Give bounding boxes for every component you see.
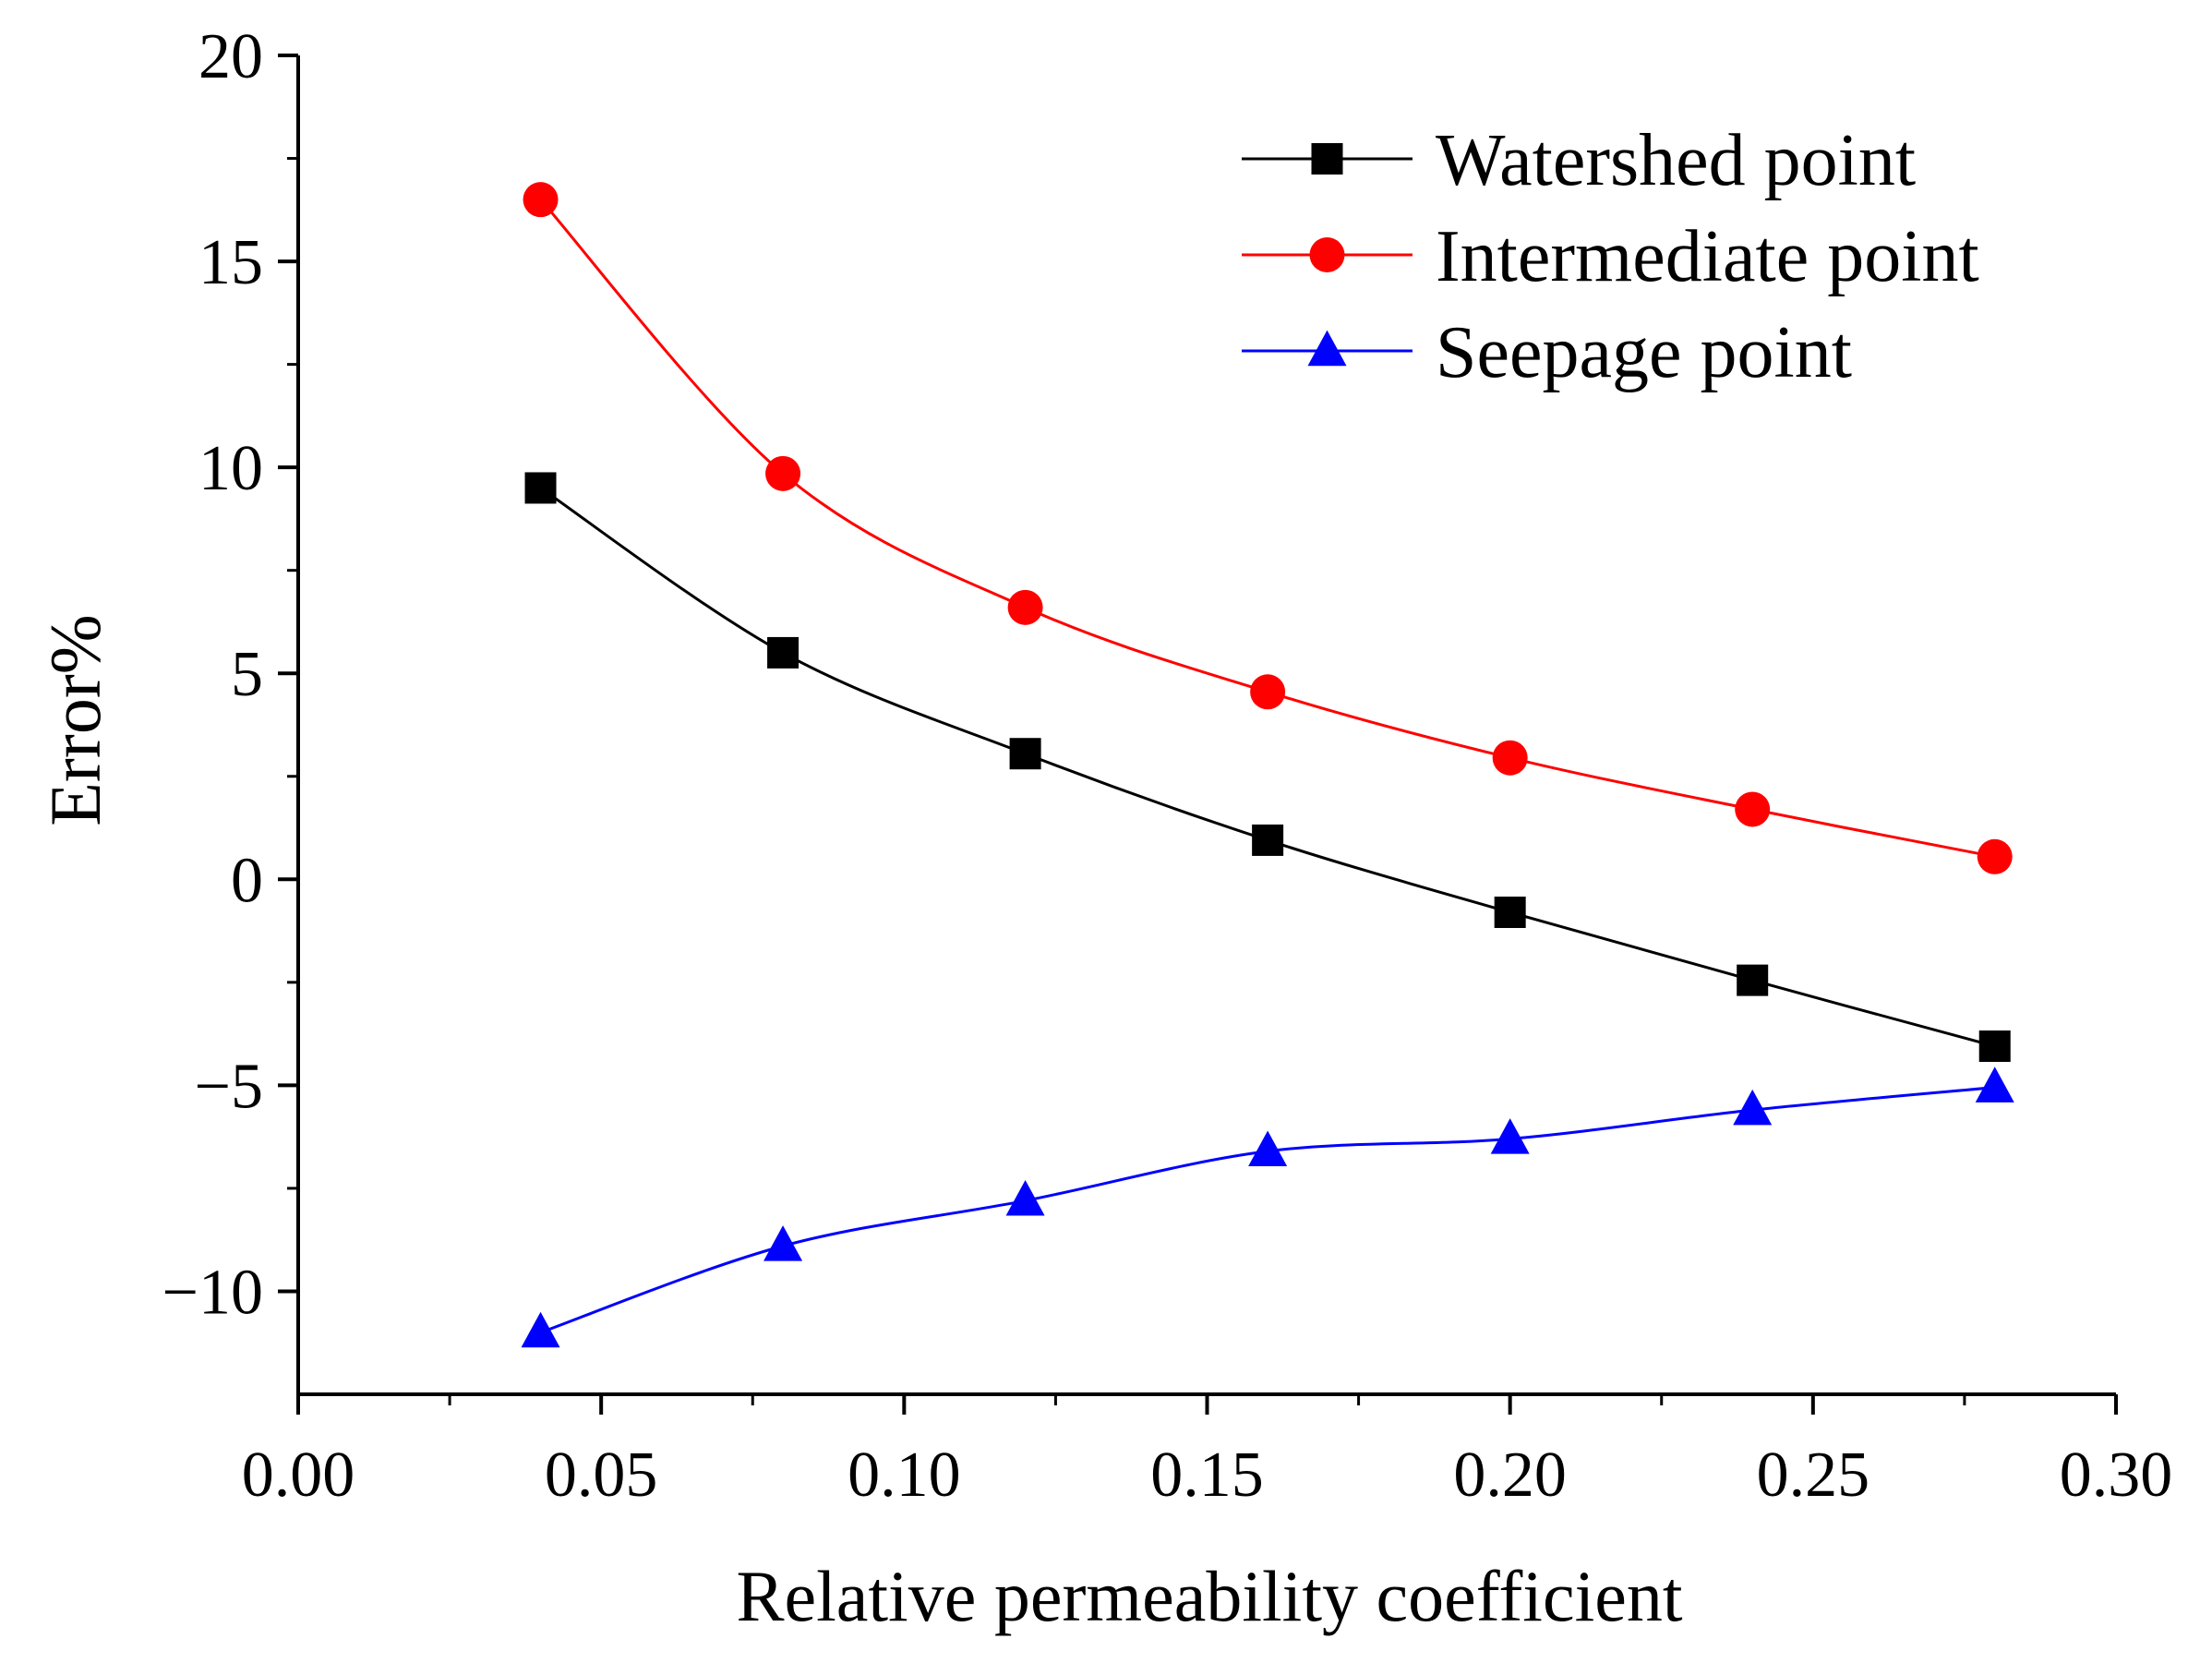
legend-entry: Intermediate point xyxy=(1242,216,1979,297)
data-point xyxy=(1252,824,1284,856)
legend-label: Seepage point xyxy=(1436,312,1852,393)
series-intermediate-point xyxy=(523,182,2013,874)
y-tick-label: −10 xyxy=(162,1257,263,1328)
data-point xyxy=(1490,1118,1530,1154)
data-point xyxy=(1978,1030,2011,1062)
y-tick-label: 15 xyxy=(198,227,263,298)
legend-label: Intermediate point xyxy=(1436,216,1979,297)
data-point xyxy=(521,1311,560,1348)
x-tick-label: 0.00 xyxy=(242,1440,355,1511)
y-tick-label: 20 xyxy=(198,21,263,92)
data-point xyxy=(1492,740,1528,776)
data-point xyxy=(1737,964,1769,996)
data-point xyxy=(1005,1179,1045,1216)
data-point xyxy=(1735,791,1771,827)
data-point xyxy=(1494,897,1526,928)
x-tick-label: 0.15 xyxy=(1150,1440,1264,1511)
data-point xyxy=(1733,1089,1773,1126)
x-tick-label: 0.20 xyxy=(1453,1440,1567,1511)
x-tick-label: 0.30 xyxy=(2060,1440,2173,1511)
data-point xyxy=(1977,838,2013,874)
legend-marker xyxy=(1311,143,1343,175)
legend-marker xyxy=(1307,330,1347,367)
y-tick-label: 10 xyxy=(198,433,263,504)
legend-entry: Seepage point xyxy=(1242,312,1852,393)
series-watershed-point xyxy=(524,472,2011,1062)
x-tick-label: 0.10 xyxy=(848,1440,961,1511)
series-line xyxy=(539,487,1996,1048)
legend-label: Watershed point xyxy=(1436,120,1916,201)
x-tick-label: 0.05 xyxy=(545,1440,658,1511)
series-line xyxy=(539,199,1996,859)
data-point xyxy=(767,636,799,669)
series-layer xyxy=(521,182,2014,1348)
y-tick-label: −5 xyxy=(195,1051,263,1122)
y-tick-label: 0 xyxy=(231,845,263,916)
data-point xyxy=(1007,589,1043,625)
data-point xyxy=(1009,738,1041,770)
y-axis-title: Error% xyxy=(35,614,115,826)
legend-entry: Watershed point xyxy=(1242,120,1916,201)
legend-marker xyxy=(1309,237,1345,272)
data-point xyxy=(1250,674,1286,710)
data-point xyxy=(765,455,801,491)
data-point xyxy=(1248,1130,1288,1166)
series-seepage-point xyxy=(521,1066,2014,1348)
data-point xyxy=(763,1225,803,1261)
x-tick-label: 0.25 xyxy=(1757,1440,1870,1511)
y-tick-label: 5 xyxy=(231,639,263,710)
axes: −10 −5 0 5 10 15 20 0.00 0.05 0.10 0.15 0.20 0.25 0.3… xyxy=(162,21,2173,1511)
x-axis-title: Relative permeability coefficient xyxy=(736,1556,1682,1636)
data-point xyxy=(523,182,559,218)
series-line xyxy=(540,1086,1995,1334)
data-point xyxy=(524,472,557,504)
data-point xyxy=(1975,1066,2014,1103)
legend: Watershed point Intermediate point Seepage… xyxy=(1242,120,1979,393)
